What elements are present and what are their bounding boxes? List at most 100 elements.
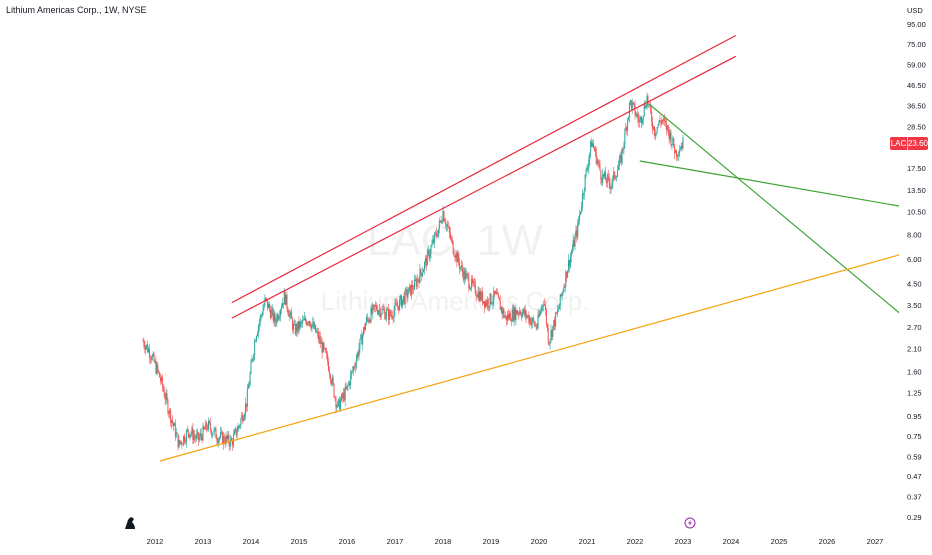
candle-body xyxy=(374,304,376,307)
candle-body xyxy=(270,310,272,318)
candle-body xyxy=(472,278,474,284)
candle-body xyxy=(338,398,340,402)
candle-body xyxy=(434,233,436,243)
candle-body xyxy=(259,315,261,322)
y-tick-label: 0.37 xyxy=(907,492,922,501)
candle-body xyxy=(474,282,476,295)
candle-body xyxy=(664,120,666,123)
candle-body xyxy=(521,312,523,317)
candle-body xyxy=(170,409,172,424)
candle-body xyxy=(436,232,438,236)
candle-body xyxy=(573,240,575,247)
candle-body xyxy=(557,309,559,311)
y-tick-label: 3.50 xyxy=(907,301,922,310)
candle-body xyxy=(660,121,662,124)
candle-body xyxy=(178,440,180,448)
candle-body xyxy=(255,340,257,342)
orange-support-line[interactable] xyxy=(159,254,900,462)
candle-body xyxy=(599,163,601,171)
candle-body xyxy=(594,149,596,152)
candle-body xyxy=(335,397,337,408)
candle-body xyxy=(196,432,198,435)
green-resistance-line[interactable] xyxy=(649,103,900,314)
candle-body xyxy=(568,259,570,271)
candle-body xyxy=(572,240,574,250)
candle-body xyxy=(571,249,573,254)
candle-body xyxy=(268,304,270,309)
candle-body xyxy=(233,431,235,435)
candle-body xyxy=(208,420,210,430)
candle-body xyxy=(556,309,558,314)
candle-body xyxy=(621,148,623,163)
x-tick-label: 2022 xyxy=(627,537,644,546)
lightning-event-icon[interactable] xyxy=(684,517,696,529)
candle-body xyxy=(367,318,369,322)
candle-body xyxy=(389,310,391,316)
candle-body xyxy=(193,435,195,440)
candle-body xyxy=(610,186,612,189)
candle-body xyxy=(614,171,616,179)
candle-body xyxy=(491,303,493,305)
candle-body xyxy=(632,102,634,104)
candle-body xyxy=(671,144,673,146)
candle-body xyxy=(160,377,162,381)
price-axis[interactable]: 95.0075.0059.0046.5036.5028.5022.5017.50… xyxy=(907,20,926,522)
candle-body xyxy=(160,377,162,381)
tradingview-logo-icon[interactable] xyxy=(125,517,135,529)
candle-body xyxy=(352,366,354,371)
candle-body xyxy=(452,241,454,254)
candle-body xyxy=(437,229,439,237)
red-channel-lower-line[interactable] xyxy=(231,55,737,319)
candle-body xyxy=(629,100,631,103)
candle-body xyxy=(603,173,605,177)
candle-body xyxy=(426,251,428,266)
candle-body xyxy=(250,362,252,374)
candle-body xyxy=(280,307,282,310)
candle-body xyxy=(517,312,519,315)
candle-body xyxy=(304,317,306,322)
candle-body xyxy=(376,309,378,314)
candle-body xyxy=(508,314,510,319)
candle-body xyxy=(345,387,347,389)
candle-body xyxy=(311,324,313,329)
candle-body xyxy=(354,366,356,368)
candle-body xyxy=(597,160,599,163)
candle-body xyxy=(172,422,174,426)
candle-body xyxy=(663,118,665,121)
candle-body xyxy=(403,295,405,304)
candle-body xyxy=(217,440,219,443)
candle-body xyxy=(265,298,267,299)
red-channel-upper-line[interactable] xyxy=(231,34,737,304)
y-tick-label: 8.00 xyxy=(907,231,922,240)
candle-body xyxy=(616,176,618,178)
candle-body xyxy=(661,119,663,124)
candle-body xyxy=(616,170,618,177)
candle-body xyxy=(549,339,551,344)
candle-body xyxy=(584,174,586,190)
trendlines-group xyxy=(159,34,900,462)
candle-body xyxy=(205,422,207,430)
candle-body xyxy=(665,122,667,130)
green-support-line[interactable] xyxy=(639,160,900,207)
candle-body xyxy=(261,315,263,317)
candle-body xyxy=(624,130,626,145)
candle-body xyxy=(297,321,299,332)
candle-body xyxy=(421,272,423,277)
candle-body xyxy=(532,318,534,322)
candle-body xyxy=(574,236,576,247)
time-axis[interactable]: 2012 2013 2014 2015 2016 2017 2018 2019 2020 2021… xyxy=(147,537,884,546)
candle-body xyxy=(380,313,382,317)
candle-body xyxy=(146,344,148,347)
candle-body xyxy=(285,294,287,305)
x-tick-label: 2026 xyxy=(819,537,836,546)
candle-body xyxy=(253,354,255,359)
candle-body xyxy=(676,155,678,157)
y-tick-label: 75.00 xyxy=(907,40,926,49)
candle-body xyxy=(641,119,643,123)
candle-body xyxy=(231,438,233,441)
candle-body xyxy=(608,176,610,183)
candle-body xyxy=(357,353,359,357)
candle-body xyxy=(609,182,611,189)
